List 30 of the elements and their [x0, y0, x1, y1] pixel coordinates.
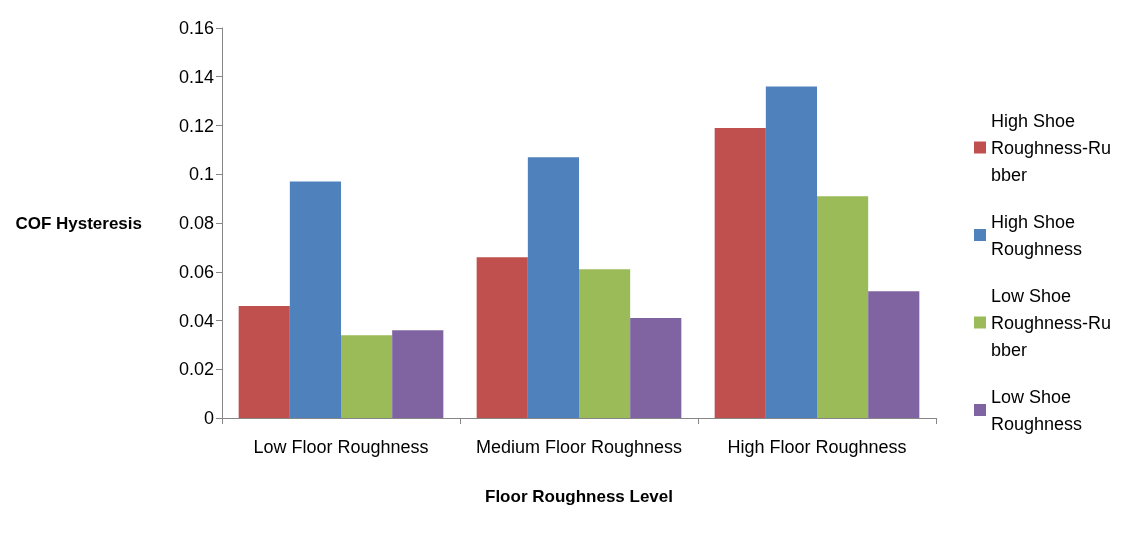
bar: [238, 305, 290, 418]
y-tick-label: 0.1: [188, 164, 214, 185]
legend-label: Low Shoe Roughness: [991, 386, 1083, 434]
bar: [630, 318, 682, 418]
x-tick-label: High Floor Roughness: [727, 437, 907, 457]
y-tick-label: 0.16: [178, 18, 214, 38]
y-tick-label: 0.08: [178, 213, 214, 233]
legend-label: High Shoe Roughness: [991, 211, 1083, 259]
y-axis-title: COF Hysteresis: [15, 213, 142, 233]
x-tick-label: Medium Floor Roughness: [475, 437, 683, 457]
bar: [527, 157, 579, 418]
legend-label: Low Shoe Roughness-Rubber: [991, 285, 1112, 360]
bar: [765, 86, 817, 418]
y-tick-label: 0.04: [178, 310, 214, 331]
y-tick-label: 0.02: [178, 359, 214, 380]
x-axis-title: Floor Roughness Level: [485, 487, 673, 506]
y-tick-label: 0: [203, 408, 214, 428]
x-tick-label: Low Floor Roughness: [253, 437, 429, 457]
bar: [714, 127, 766, 418]
y-tick-label: 0.06: [178, 261, 214, 282]
bar: [579, 269, 631, 418]
bar: [289, 181, 341, 418]
bar: [341, 335, 393, 418]
bar: [476, 257, 528, 418]
bar: [817, 196, 869, 418]
legend-label: High Shoe Roughness-Rubber: [991, 110, 1112, 185]
bar: [868, 291, 920, 418]
y-tick-label: 0.14: [178, 66, 214, 87]
y-tick-label: 0.12: [178, 115, 214, 136]
bar: [392, 330, 444, 418]
